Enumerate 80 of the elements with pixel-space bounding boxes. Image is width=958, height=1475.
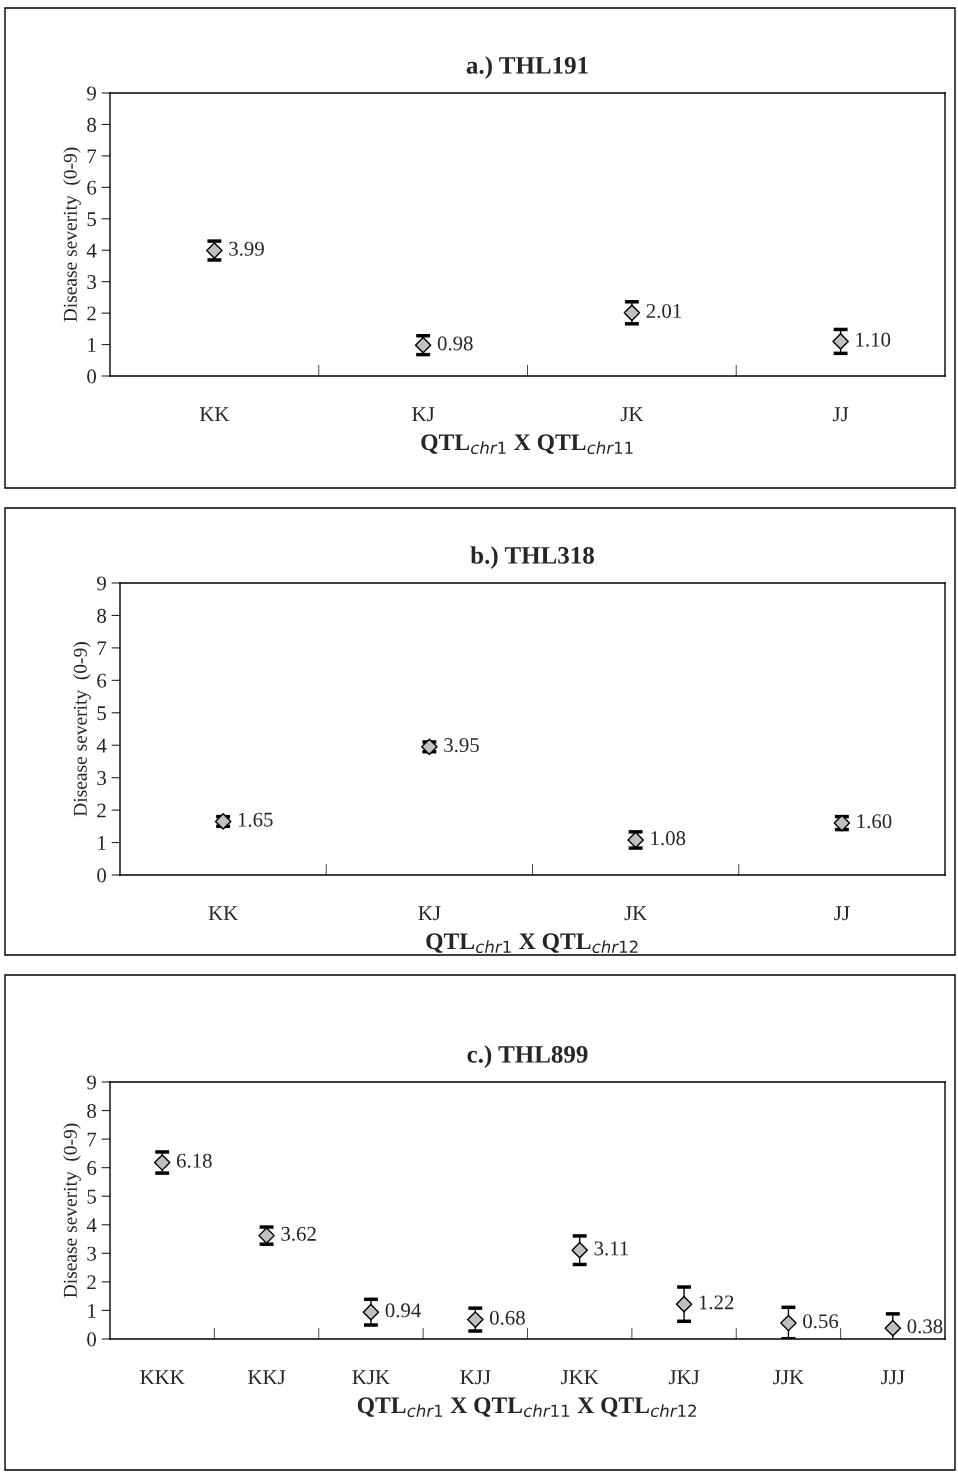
point	[675, 1295, 693, 1313]
data-label: 3.95	[444, 738, 479, 753]
x-tick-label: JJK	[773, 1370, 804, 1385]
y-tick-label: 6	[87, 180, 97, 195]
data-label: 3.62	[281, 1226, 316, 1241]
y-tick-label: 3	[87, 1246, 96, 1261]
data-label: 1.22	[699, 1295, 734, 1310]
x-tick-label: JJ	[832, 407, 849, 422]
y-axis-title: Disease severity (0-9)	[63, 1123, 81, 1298]
point	[153, 1154, 171, 1171]
x-tick-label: JKK	[561, 1370, 599, 1385]
y-tick-label: 4	[96, 738, 107, 753]
y-tick-label: 5	[87, 212, 96, 227]
y-tick-label: 9	[97, 576, 106, 591]
y-tick-label: 5	[87, 1189, 96, 1204]
point	[467, 1311, 484, 1328]
data-label: 0.98	[437, 336, 473, 351]
y-tick-label: 1	[88, 338, 96, 352]
x-tick-label: KJ	[412, 407, 435, 422]
data-label: 1.10	[856, 332, 891, 347]
y-tick-label: 0	[97, 868, 107, 883]
x-axis-title: QTL$_{chr1}$ X QTL$_{chr12}$	[426, 933, 638, 954]
y-tick-label: 3	[87, 275, 96, 290]
x-tick-label: JKJ	[668, 1370, 700, 1385]
y-tick-label: 9	[87, 1075, 96, 1090]
x-tick-label: JK	[620, 407, 644, 422]
y-tick-label: 3	[97, 771, 106, 786]
y-tick-label: 8	[87, 1103, 97, 1118]
data-label: 1.08	[651, 831, 686, 846]
y-tick-label: 6	[97, 673, 107, 688]
data-label: 2.01	[646, 303, 681, 319]
y-tick-label: 0	[87, 369, 97, 384]
y-tick-label: 7	[87, 149, 97, 164]
y-tick-label: 4	[86, 243, 97, 258]
data-label: 0.68	[490, 1310, 525, 1325]
x-tick-label: KK	[208, 906, 238, 921]
y-tick-label: 0	[87, 1332, 97, 1347]
data-label: 1.65	[238, 812, 273, 827]
data-label: 1.60	[857, 814, 892, 829]
x-tick-label: JK	[624, 906, 647, 921]
y-axis-title: Disease severity (0-9)	[63, 147, 81, 322]
y-tick-label: 7	[97, 641, 107, 656]
y-tick-label: 1	[88, 1303, 96, 1318]
x-axis-title: QTL$_{chr1}$ X QTL$_{chr11}$ X QTL$_{chr12}$	[357, 1397, 696, 1418]
y-tick-label: 7	[87, 1132, 97, 1147]
y-tick-label: 2	[87, 306, 96, 321]
data-label: 0.38	[907, 1319, 943, 1334]
y-tick-label: 8	[97, 608, 107, 623]
point	[780, 1314, 797, 1332]
x-tick-label: KJJ	[460, 1370, 491, 1385]
y-tick-label: 2	[87, 1275, 96, 1290]
data-label: 0.94	[385, 1303, 421, 1318]
x-tick-label: KK	[199, 407, 230, 422]
y-tick-label: 8	[87, 117, 97, 132]
chart-title: b.) THL318	[470, 546, 594, 569]
y-tick-label: 6	[87, 1161, 97, 1176]
x-tick-label: JJJ	[881, 1370, 905, 1385]
x-tick-label: KKK	[140, 1370, 185, 1385]
point	[623, 304, 641, 322]
y-tick-label: 9	[87, 86, 96, 101]
point	[362, 1303, 380, 1321]
x-tick-label: KJK	[352, 1370, 390, 1385]
x-axis-title: QTL$_{chr1}$ X QTL$_{chr11}$	[421, 434, 633, 455]
data-label: 0.56	[803, 1314, 839, 1329]
point	[884, 1319, 902, 1337]
chart-title: c.) THL899	[467, 1045, 588, 1068]
data-label: 3.99	[229, 241, 264, 256]
chart-title: a.) THL191	[466, 56, 588, 79]
point	[571, 1241, 588, 1259]
x-tick-label: KKJ	[248, 1370, 286, 1385]
x-tick-label: KJ	[418, 906, 441, 921]
y-tick-label: 1	[98, 836, 106, 850]
data-label: 6.18	[176, 1153, 212, 1168]
y-tick-label: 5	[97, 706, 106, 721]
point	[832, 333, 849, 350]
data-label: 3.11	[594, 1241, 628, 1256]
y-tick-label: 2	[97, 803, 106, 818]
y-tick-label: 4	[86, 1218, 97, 1233]
x-tick-label: JJ	[834, 906, 850, 921]
y-axis-title: Disease severity (0-9)	[73, 642, 91, 817]
